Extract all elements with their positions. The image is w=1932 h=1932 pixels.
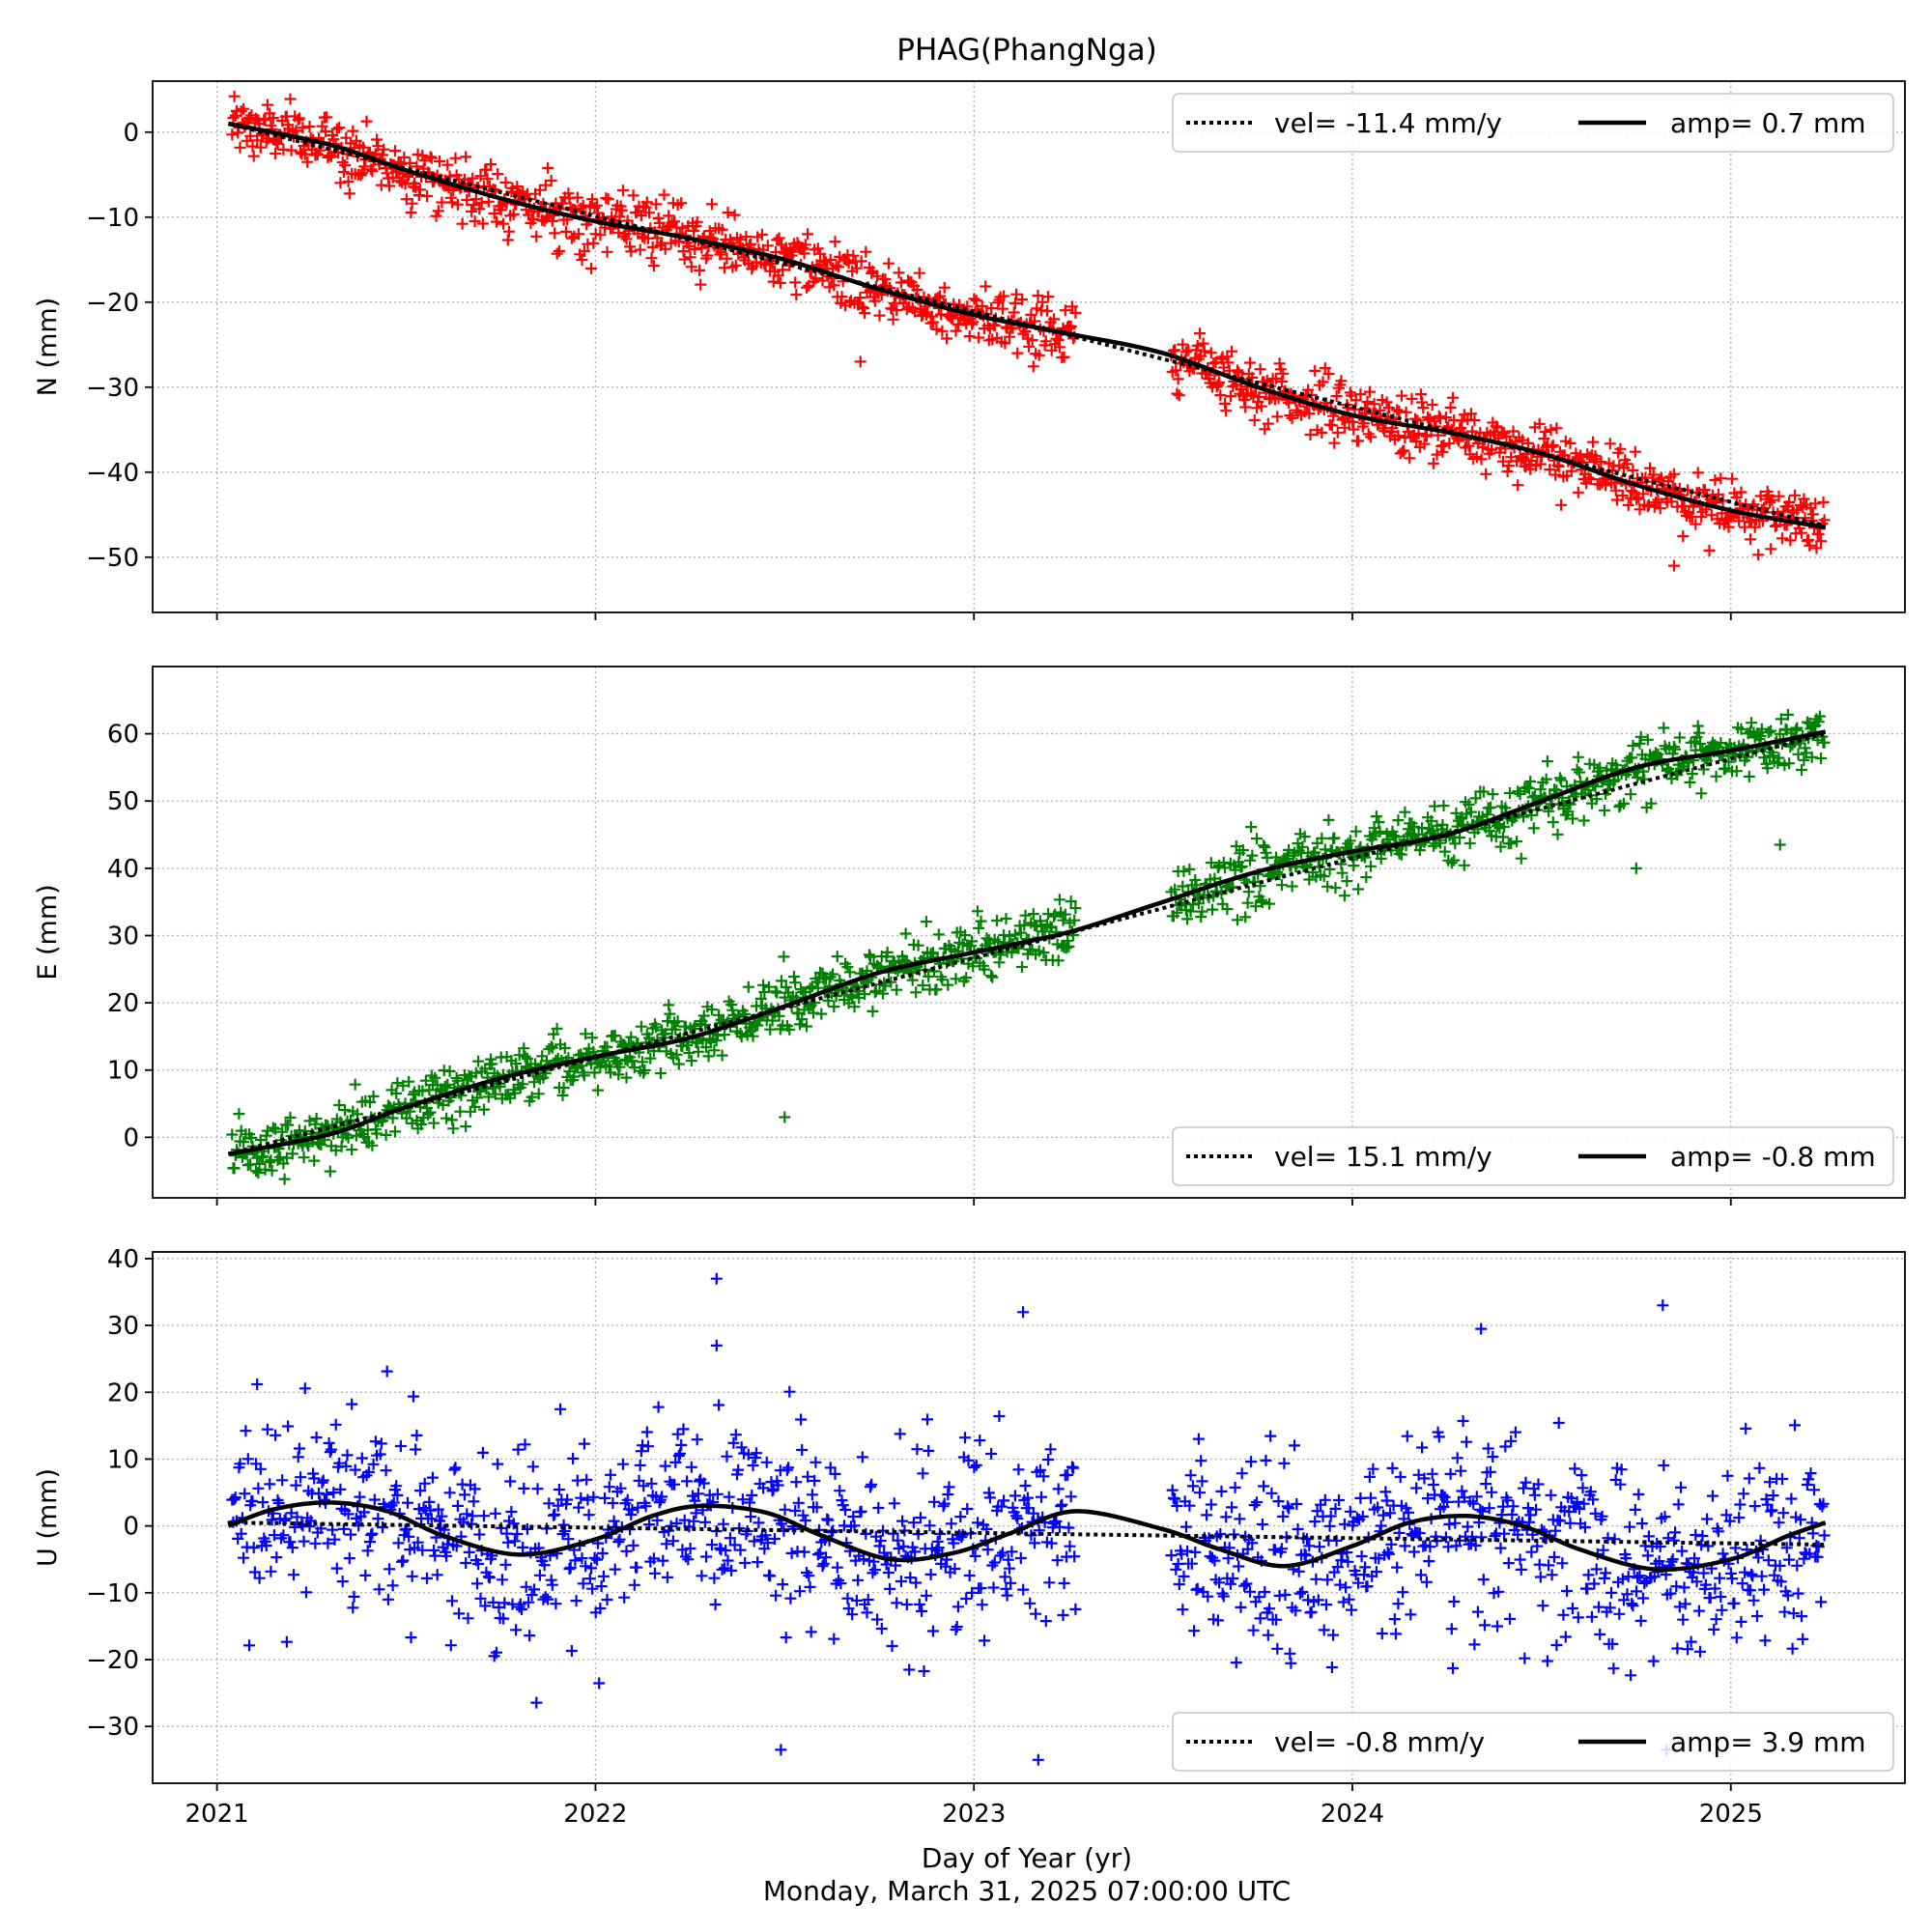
x-axis-label: Day of Year (yr)	[922, 1842, 1132, 1874]
y-tick-label: 60	[107, 721, 139, 750]
legend: vel= -0.8 mm/y amp= 3.9 mm	[1172, 1712, 1894, 1772]
y-tick-label: −10	[86, 1579, 139, 1608]
x-tick-label: 2022	[563, 1800, 627, 1829]
axes-frame	[152, 1251, 1906, 1784]
legend-velocity-label: vel= -11.4 mm/y	[1274, 107, 1502, 139]
y-tick-label: 30	[107, 1312, 139, 1341]
legend-box	[1172, 93, 1894, 153]
plot-area	[153, 1252, 1905, 1783]
seasonal-model-curve	[227, 121, 1827, 530]
y-axis-label: E (mm)	[33, 884, 63, 980]
legend: vel= -11.4 mm/y amp= 0.7 mm	[1172, 93, 1894, 153]
y-tick-label: 0	[123, 1123, 139, 1152]
y-axis-label: N (mm)	[33, 298, 63, 396]
seasonal-model-curve	[227, 1500, 1827, 1573]
figure-title: PHAG(PhangNga)	[896, 33, 1156, 68]
timestamp-label: Monday, March 31, 2025 07:00:00 UTC	[763, 1875, 1291, 1907]
axes-frame	[152, 80, 1906, 613]
y-tick-label: −20	[86, 1646, 139, 1675]
y-tick-label: 50	[107, 787, 139, 816]
velocity-trend-line	[227, 731, 1827, 1156]
y-tick-label: −30	[86, 374, 139, 403]
y-tick-label: −30	[86, 1713, 139, 1742]
seasonal-model-curve	[227, 729, 1827, 1156]
y-tick-label: 10	[107, 1057, 139, 1086]
legend: vel= 15.1 mm/y amp= -0.8 mm	[1172, 1126, 1894, 1186]
y-tick-label: 20	[107, 1378, 139, 1407]
legend-box	[1172, 1712, 1894, 1772]
panel-n: 0 −10 −20 −30 −40 −50 N (mm) vel= -11.4 mm/y amp…	[33, 80, 1906, 620]
y-tick-label: 10	[107, 1445, 139, 1474]
panel-e: 0 10 20 30 40 50 60 E (mm) vel= 15.1 mm/y amp= -0…	[33, 666, 1906, 1206]
y-tick-label: 40	[107, 1245, 139, 1274]
panel-u: 40 30 20 10 0 −10 −20 −30 2021 2022 2023 2024 2025 U …	[33, 1245, 1906, 1829]
legend-amplitude-label: amp= 3.9 mm	[1670, 1726, 1866, 1758]
x-tick-label: 2024	[1321, 1800, 1384, 1829]
x-tick-label: 2025	[1699, 1800, 1763, 1829]
y-tick-label: 0	[123, 119, 139, 148]
legend-amplitude-label: amp= 0.7 mm	[1670, 107, 1866, 139]
legend-box	[1172, 1126, 1894, 1186]
legend-amplitude-label: amp= -0.8 mm	[1670, 1141, 1876, 1173]
y-axis-label: U (mm)	[33, 1468, 63, 1567]
axes-frame	[152, 666, 1906, 1199]
y-tick-label: −40	[86, 459, 139, 488]
y-tick-label: 40	[107, 855, 139, 884]
panels: 0 −10 −20 −30 −40 −50 N (mm) vel= -11.4 mm/y amp…	[33, 80, 1906, 1829]
y-tick-label: 20	[107, 989, 139, 1018]
y-tick-label: −50	[86, 544, 139, 573]
y-tick-label: 0	[123, 1513, 139, 1542]
legend-velocity-label: vel= -0.8 mm/y	[1274, 1726, 1485, 1758]
y-tick-label: −10	[86, 204, 139, 233]
plot-area	[153, 667, 1905, 1198]
y-tick-label: 30	[107, 922, 139, 951]
x-tick-label: 2023	[942, 1800, 1006, 1829]
y-tick-label: −20	[86, 289, 139, 318]
x-tick-label: 2021	[185, 1800, 249, 1829]
legend-velocity-label: vel= 15.1 mm/y	[1274, 1141, 1492, 1173]
